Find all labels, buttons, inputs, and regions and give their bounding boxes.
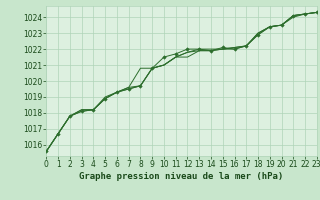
X-axis label: Graphe pression niveau de la mer (hPa): Graphe pression niveau de la mer (hPa) <box>79 172 284 181</box>
